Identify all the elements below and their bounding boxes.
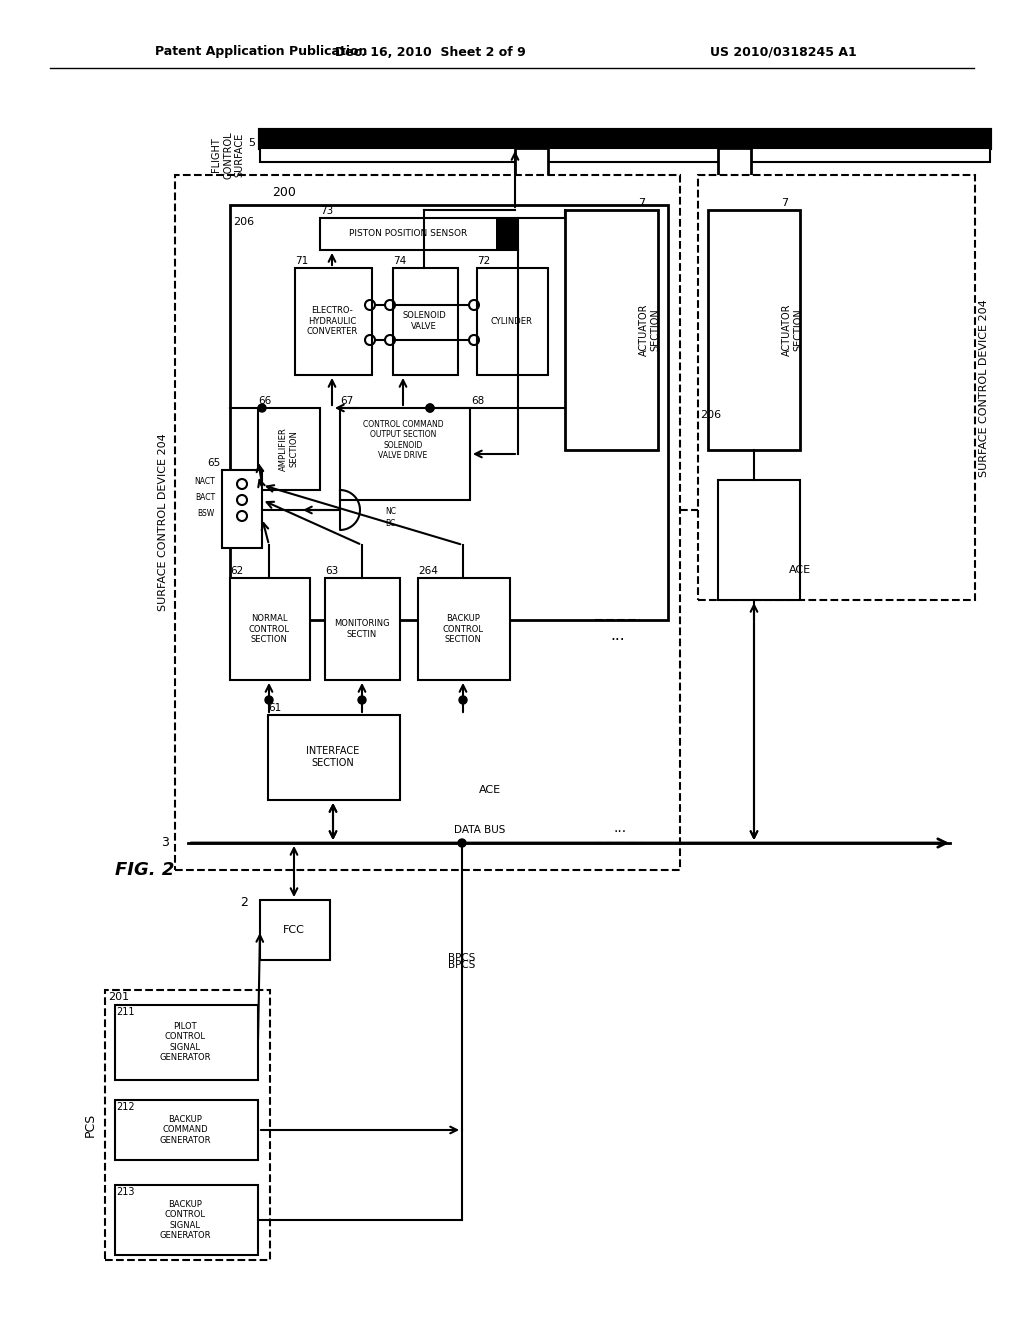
Text: ACE: ACE: [479, 785, 501, 795]
Bar: [393, 268, 458, 375]
Text: 68: 68: [471, 396, 484, 407]
Text: 61: 61: [268, 704, 282, 713]
Bar: [230, 578, 310, 680]
Text: 62: 62: [230, 566, 244, 576]
Text: 73: 73: [319, 206, 333, 216]
Text: FCC: FCC: [283, 925, 305, 935]
Text: CONTROL COMMAND
OUTPUT SECTION
SOLENOID
VALVE DRIVE: CONTROL COMMAND OUTPUT SECTION SOLENOID …: [362, 420, 443, 461]
Text: ELECTRO-
HYDRAULIC
CONVERTER: ELECTRO- HYDRAULIC CONVERTER: [306, 306, 357, 335]
Text: BSW: BSW: [198, 510, 215, 519]
Bar: [115, 1185, 258, 1255]
Text: 201: 201: [108, 993, 129, 1002]
Bar: [325, 578, 400, 680]
Text: PILOT
CONTROL
SIGNAL
GENERATOR: PILOT CONTROL SIGNAL GENERATOR: [160, 1022, 211, 1063]
Text: BACKUP
COMMAND
GENERATOR: BACKUP COMMAND GENERATOR: [160, 1115, 211, 1144]
Text: 2: 2: [240, 895, 248, 908]
Text: US 2010/0318245 A1: US 2010/0318245 A1: [710, 45, 857, 58]
Text: 206: 206: [700, 411, 721, 420]
Text: 213: 213: [116, 1187, 134, 1197]
Bar: [230, 205, 668, 620]
Text: BACKUP
CONTROL
SIGNAL
GENERATOR: BACKUP CONTROL SIGNAL GENERATOR: [160, 1200, 211, 1239]
Circle shape: [458, 840, 466, 847]
Bar: [708, 210, 800, 450]
Bar: [496, 218, 518, 249]
Text: 7: 7: [638, 198, 645, 209]
Bar: [340, 408, 470, 500]
Circle shape: [265, 696, 273, 704]
Text: PCS: PCS: [84, 1113, 97, 1137]
Text: 212: 212: [116, 1102, 134, 1111]
Bar: [222, 470, 262, 548]
Bar: [115, 1100, 258, 1160]
Bar: [319, 218, 518, 249]
Text: FLIGHT
CONTROL
SURFACE: FLIGHT CONTROL SURFACE: [211, 131, 245, 178]
Text: MONITORING
SECTIN: MONITORING SECTIN: [334, 619, 390, 639]
Text: NC: NC: [385, 507, 396, 516]
Circle shape: [426, 404, 434, 412]
Bar: [105, 990, 270, 1261]
Text: 71: 71: [295, 256, 308, 267]
Text: BACT: BACT: [195, 494, 215, 503]
Bar: [268, 715, 400, 800]
Bar: [418, 578, 510, 680]
Bar: [115, 1005, 258, 1080]
Text: BPCS: BPCS: [449, 960, 476, 970]
Text: DATA BUS: DATA BUS: [455, 825, 506, 836]
Text: FIG. 2: FIG. 2: [115, 861, 174, 879]
Text: 206: 206: [233, 216, 254, 227]
Text: ACE: ACE: [788, 565, 811, 576]
Bar: [260, 900, 330, 960]
Text: 7: 7: [781, 198, 788, 209]
Text: BPCS: BPCS: [449, 953, 476, 964]
Text: SOLENOID
VALVE: SOLENOID VALVE: [402, 312, 445, 331]
Bar: [295, 268, 372, 375]
Text: PISTON POSITION SENSOR: PISTON POSITION SENSOR: [349, 230, 467, 239]
Circle shape: [358, 696, 366, 704]
Text: AMPLIFIER
SECTION: AMPLIFIER SECTION: [280, 428, 299, 471]
Text: NACT: NACT: [195, 478, 215, 487]
Text: BC: BC: [385, 520, 395, 528]
Text: 200: 200: [272, 186, 296, 198]
Text: ...: ...: [613, 821, 627, 836]
Text: ACTUATOR
SECTION: ACTUATOR SECTION: [639, 304, 660, 356]
Bar: [260, 148, 990, 162]
Text: 63: 63: [325, 566, 338, 576]
Text: 72: 72: [477, 256, 490, 267]
Bar: [718, 148, 751, 215]
Bar: [698, 176, 975, 601]
Bar: [175, 176, 680, 870]
Circle shape: [258, 404, 266, 412]
Bar: [515, 148, 548, 215]
Text: Patent Application Publication: Patent Application Publication: [155, 45, 368, 58]
Text: 3: 3: [161, 837, 169, 850]
Text: 264: 264: [418, 566, 438, 576]
Text: 67: 67: [340, 396, 353, 407]
Text: 5: 5: [248, 139, 255, 148]
Bar: [260, 129, 990, 148]
Text: SURFACE CONTROL DEVICE 204: SURFACE CONTROL DEVICE 204: [979, 300, 989, 477]
Text: Dec. 16, 2010  Sheet 2 of 9: Dec. 16, 2010 Sheet 2 of 9: [335, 45, 525, 58]
Circle shape: [426, 404, 434, 412]
Text: NORMAL
CONTROL
SECTION: NORMAL CONTROL SECTION: [249, 614, 290, 644]
Text: 74: 74: [393, 256, 407, 267]
Bar: [565, 210, 658, 450]
Bar: [718, 480, 800, 601]
Text: ACTUATOR
SECTION: ACTUATOR SECTION: [782, 304, 804, 356]
Text: CYLINDER: CYLINDER: [490, 317, 531, 326]
Circle shape: [459, 696, 467, 704]
Bar: [258, 408, 319, 490]
Text: 66: 66: [258, 396, 271, 407]
Text: BACKUP
CONTROL
SECTION: BACKUP CONTROL SECTION: [442, 614, 483, 644]
Text: SURFACE CONTROL DEVICE 204: SURFACE CONTROL DEVICE 204: [158, 433, 168, 611]
Text: INTERFACE
SECTION: INTERFACE SECTION: [306, 746, 359, 768]
Text: 65: 65: [207, 458, 220, 469]
Bar: [477, 268, 548, 375]
Text: 211: 211: [116, 1007, 134, 1016]
Text: ...: ...: [610, 627, 626, 643]
